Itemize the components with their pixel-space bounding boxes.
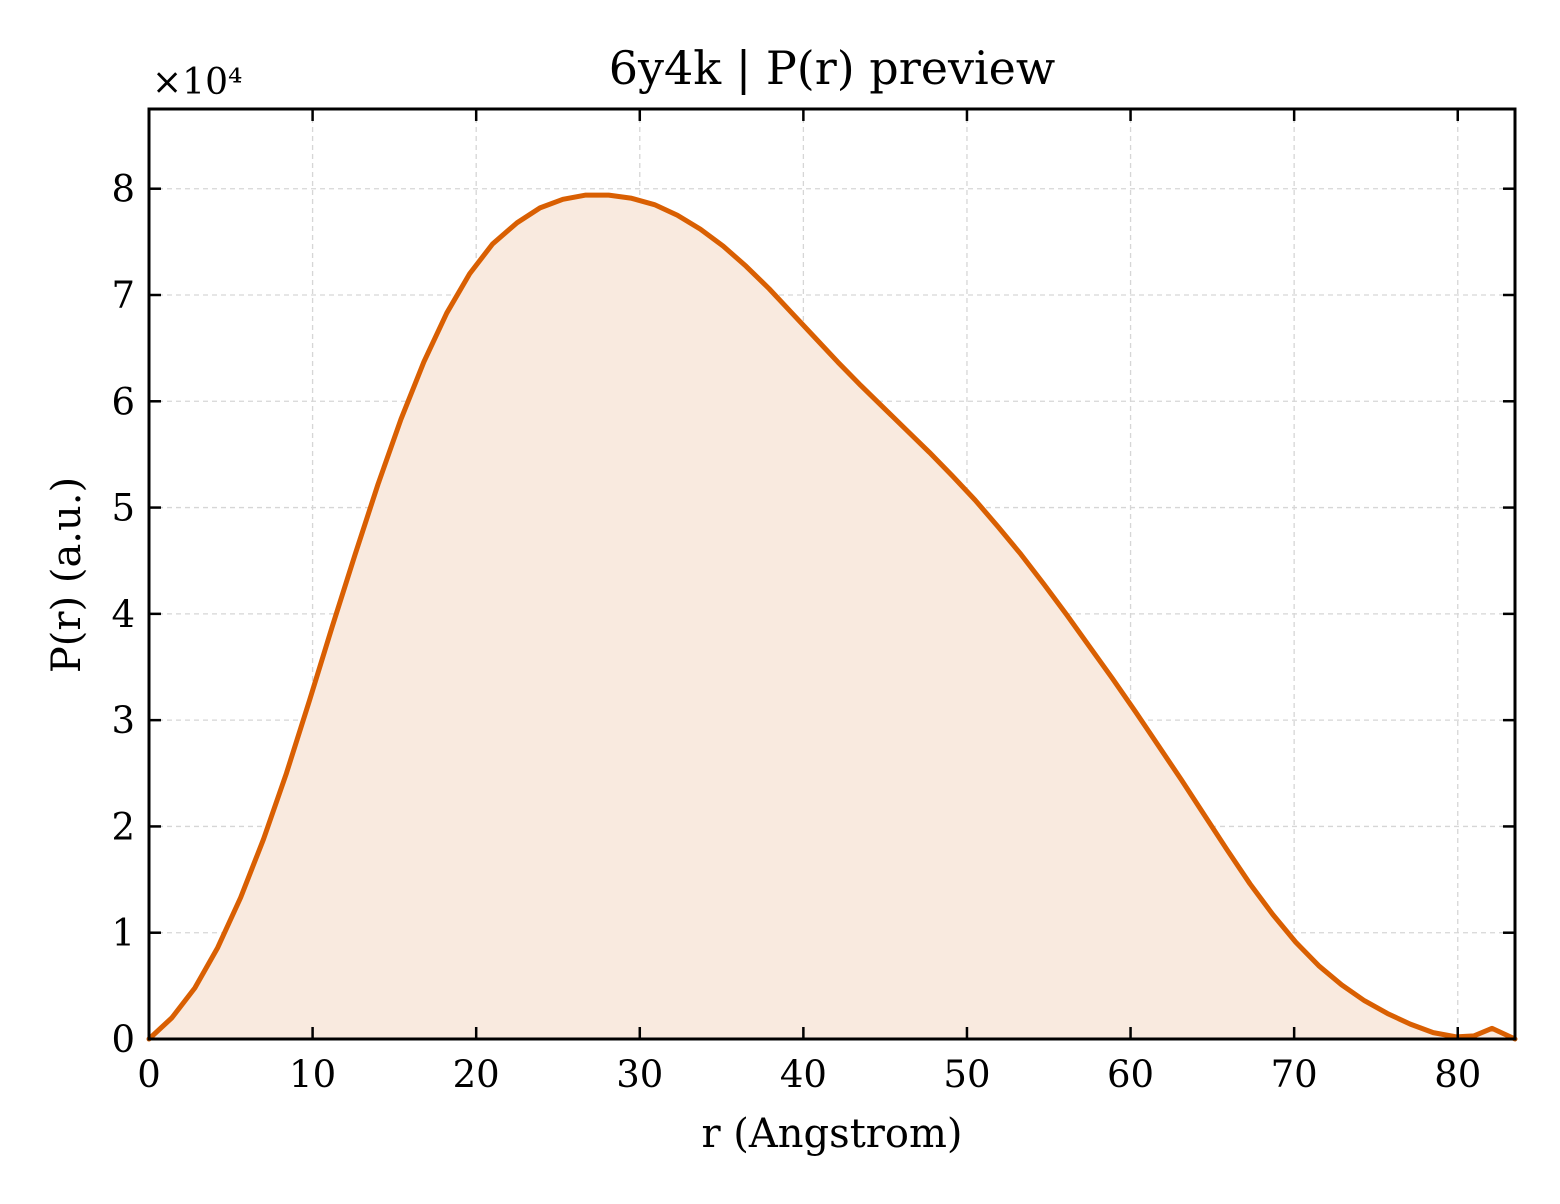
x-axis-label: r (Angstrom) — [701, 1111, 962, 1157]
y-axis-label: P(r) (a.u.) — [44, 477, 90, 673]
y-tick-label: 4 — [111, 593, 135, 636]
x-tick-label: 20 — [453, 1053, 500, 1096]
y-tick-label: 7 — [111, 274, 135, 317]
pr-curve-line — [146, 192, 1518, 1042]
y-tick-label: 3 — [111, 699, 135, 742]
x-tick-label: 70 — [1271, 1053, 1318, 1096]
y-tick-label: 6 — [111, 380, 135, 423]
tick-layer: 0 10 20 30 40 50 60 70 80 0 1 2 3 4 5 6 7 8 — [111, 109, 1515, 1096]
x-tick-label: 30 — [616, 1053, 663, 1096]
chart-title: 6y4k | P(r) preview — [609, 41, 1056, 95]
y-axis-multiplier: ×10⁴ — [152, 62, 242, 103]
curve-layer — [146, 192, 1518, 1042]
axes-frame — [147, 107, 1517, 1041]
x-tick-label: 10 — [289, 1053, 336, 1096]
y-tick-label: 2 — [111, 805, 135, 848]
y-tick-label: 0 — [111, 1018, 135, 1061]
pr-area-fill — [149, 195, 1515, 1040]
y-tick-label: 5 — [111, 487, 135, 530]
area-fill-layer — [149, 195, 1515, 1040]
x-tick-label: 80 — [1434, 1053, 1481, 1096]
x-tick-label: 50 — [943, 1053, 990, 1096]
x-tick-label: 40 — [780, 1053, 827, 1096]
y-tick-label: 1 — [111, 912, 135, 955]
y-tick-label: 8 — [111, 168, 135, 211]
x-tick-label: 60 — [1107, 1053, 1154, 1096]
x-tick-label: 0 — [137, 1053, 161, 1096]
